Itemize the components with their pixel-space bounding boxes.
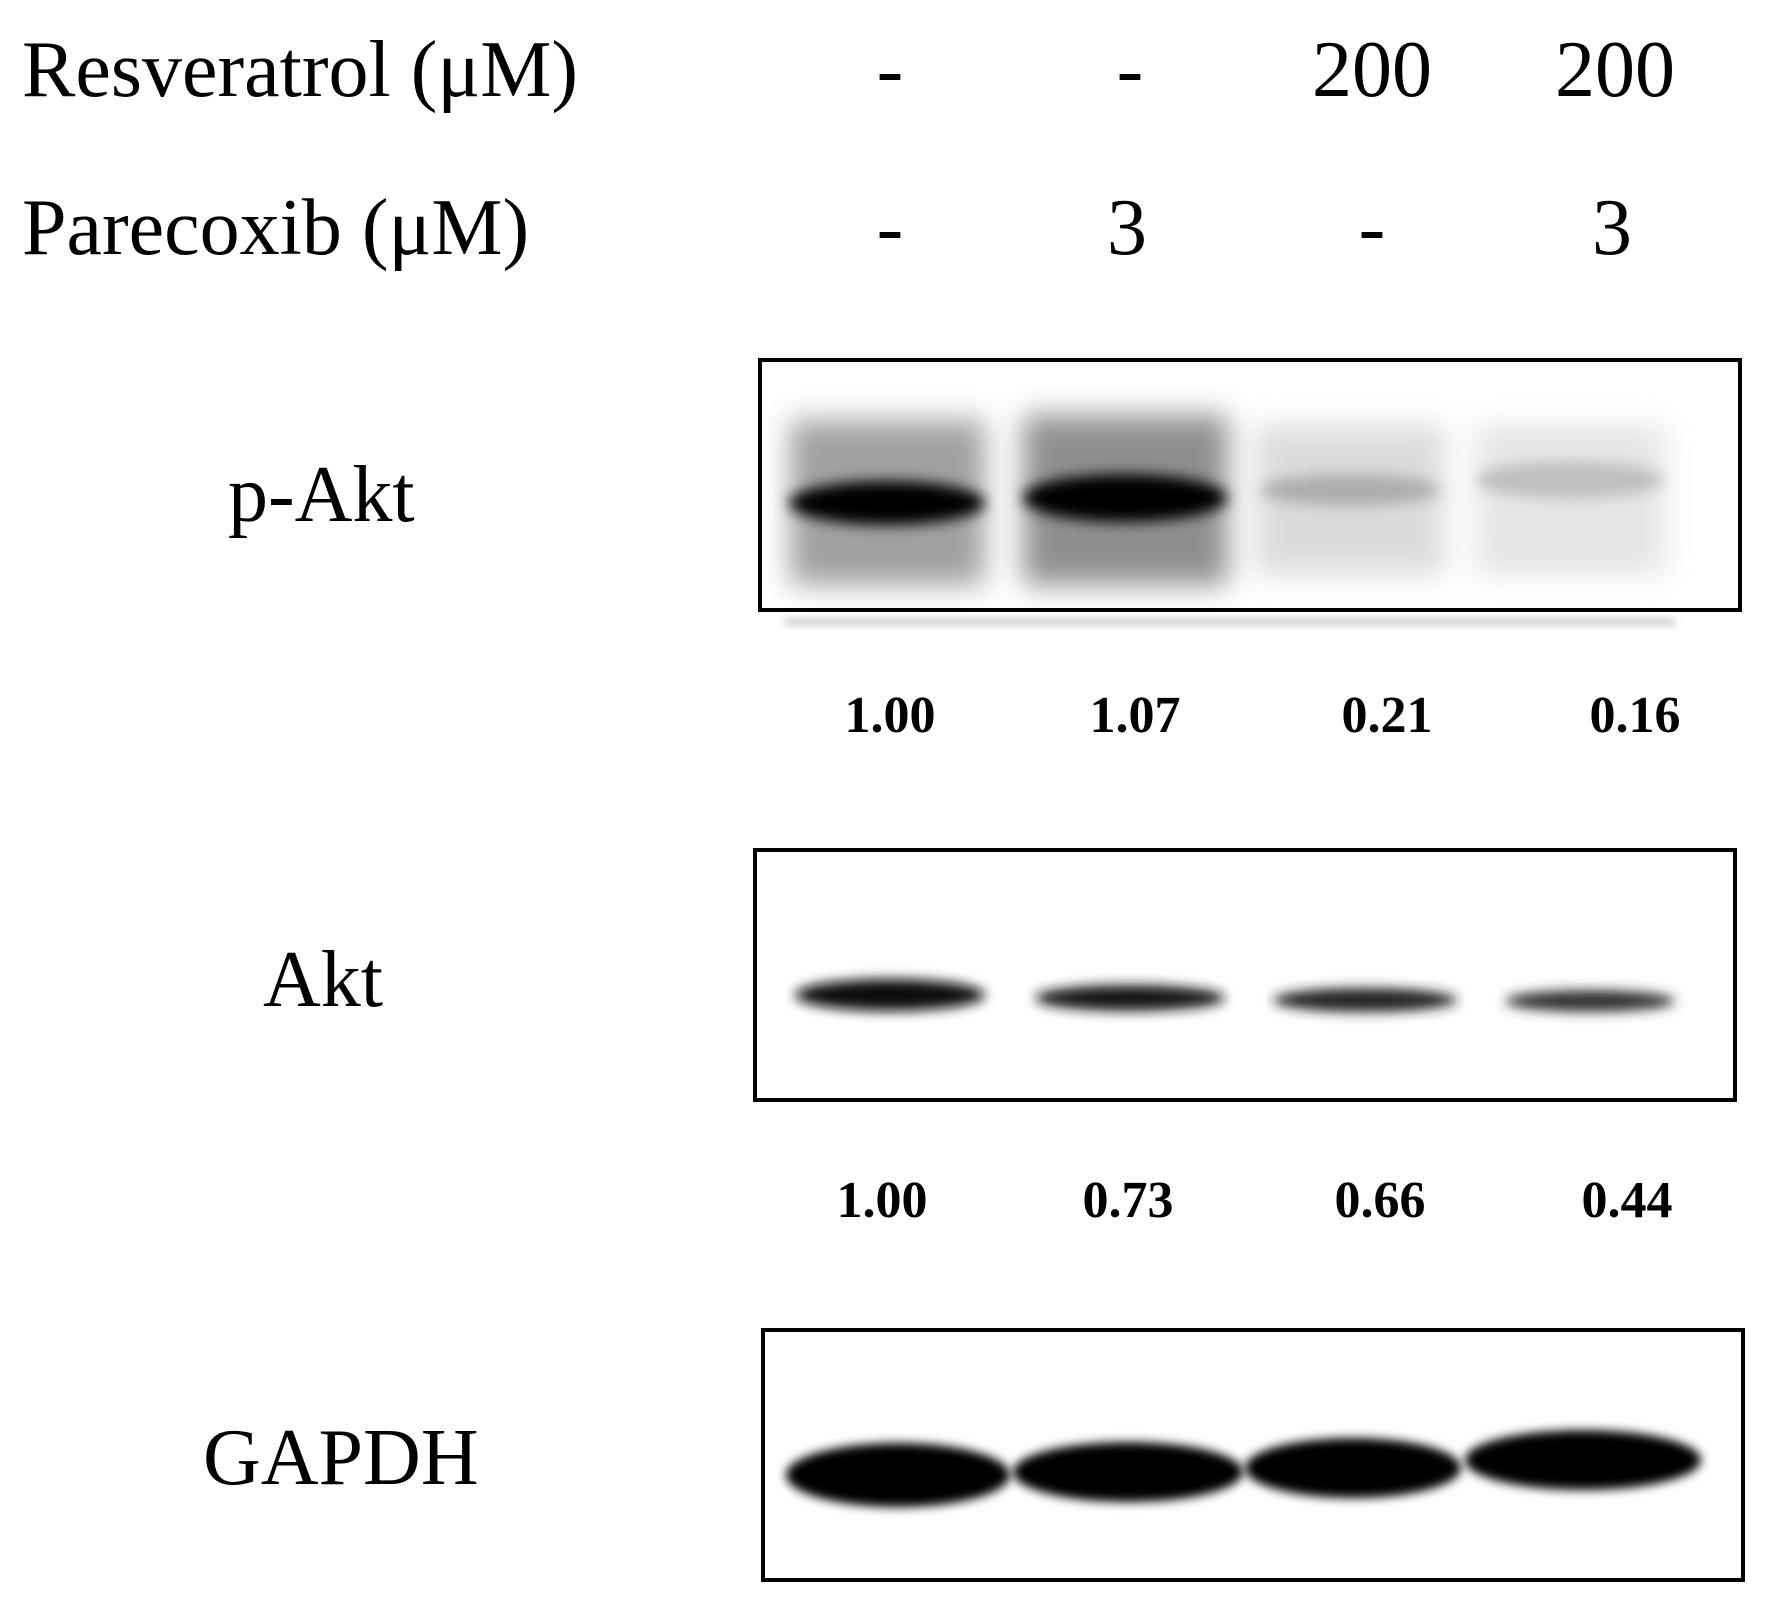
pakt-quant-lane-4: 0.16 xyxy=(1589,687,1681,744)
pakt-quant-lane-1: 1.00 xyxy=(844,687,936,744)
pakt-band-lane-1 xyxy=(789,481,985,525)
pakt-band-lane-3 xyxy=(1260,474,1440,506)
pakt-smear-lane-4 xyxy=(1475,425,1665,575)
parecoxib-lane-3: - xyxy=(1358,184,1386,272)
akt-quant-lane-3: 0.66 xyxy=(1334,1172,1426,1229)
gapdh-band-lane-2 xyxy=(1013,1442,1243,1502)
akt-band-lane-2 xyxy=(1035,985,1225,1011)
resveratrol-label: Resveratrol (μM) xyxy=(22,26,579,114)
parecoxib-lane-4: 3 xyxy=(1592,184,1632,272)
resveratrol-lane-3: 200 xyxy=(1312,26,1432,114)
pakt-label: p-Akt xyxy=(228,451,415,539)
parecoxib-label: Parecoxib (μM) xyxy=(22,184,530,272)
resveratrol-lane-2: - xyxy=(1116,26,1144,114)
akt-band-lane-4 xyxy=(1505,990,1675,1012)
akt-band-lane-3 xyxy=(1273,988,1457,1012)
akt-label: Akt xyxy=(263,936,383,1024)
gapdh-band-lane-1 xyxy=(786,1443,1010,1507)
gapdh-band-lane-4 xyxy=(1465,1430,1701,1490)
parecoxib-lane-2: 3 xyxy=(1107,184,1147,272)
resveratrol-lane-4: 200 xyxy=(1555,26,1675,114)
pakt-quant-lane-2: 1.07 xyxy=(1089,687,1181,744)
akt-band-lane-1 xyxy=(795,979,985,1011)
pakt-band-lane-2 xyxy=(1023,474,1227,522)
gapdh-label: GAPDH xyxy=(203,1414,479,1502)
parecoxib-lane-1: - xyxy=(876,184,904,272)
resveratrol-lane-1: - xyxy=(876,26,904,114)
akt-frame xyxy=(753,848,1737,1102)
pakt-blot xyxy=(758,358,1742,625)
pakt-bottom-smear xyxy=(785,619,1675,625)
akt-quant-lane-1: 1.00 xyxy=(836,1172,928,1229)
pakt-band-lane-4 xyxy=(1475,462,1665,498)
pakt-frame xyxy=(758,358,1742,612)
pakt-quant-lane-3: 0.21 xyxy=(1341,687,1433,744)
gapdh-frame xyxy=(761,1328,1745,1582)
akt-quant-lane-4: 0.44 xyxy=(1581,1172,1673,1229)
gapdh-blot xyxy=(761,1328,1745,1582)
akt-quant-lane-2: 0.73 xyxy=(1082,1172,1174,1229)
akt-blot xyxy=(753,848,1737,1102)
gapdh-band-lane-3 xyxy=(1245,1438,1461,1498)
